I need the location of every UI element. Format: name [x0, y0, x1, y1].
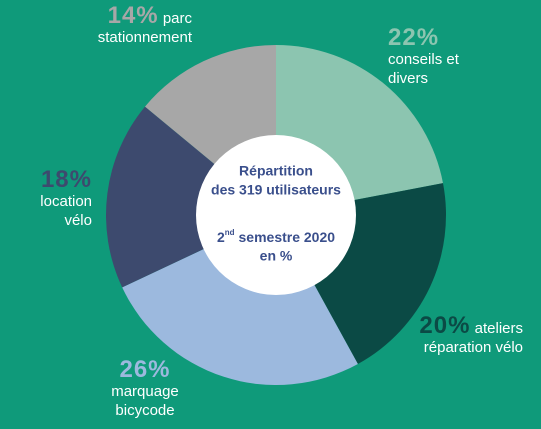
category-label: conseils et divers [388, 51, 459, 87]
value-label: 18% [40, 166, 92, 193]
value-label: 22% [388, 24, 440, 51]
segment-label: 18% location vélo [20, 168, 92, 230]
category-label: ateliers réparation vélo [423, 320, 523, 356]
center-text: en % [260, 248, 293, 264]
category-label: parc stationnement [97, 10, 192, 46]
center-text: Répartition [239, 163, 313, 179]
value-label: 26% [119, 356, 171, 383]
donut-segment [106, 106, 276, 288]
ordinal-suffix: nd [225, 228, 235, 237]
category-label: location vélo [40, 193, 92, 229]
value-label: 20% [419, 312, 471, 339]
segment-label: 22% conseils et divers [388, 26, 496, 88]
center-text: 2nd semestre 2020 [217, 228, 335, 245]
value-label: 14% [107, 2, 159, 29]
period: semestre 2020 [239, 229, 336, 245]
category-label: marquage bicycode [111, 383, 179, 419]
segment-label: 20% ateliers réparation vélo [395, 314, 523, 357]
ordinal: 2 [217, 229, 225, 245]
segment-label: 26% marquage bicycode [100, 358, 190, 420]
center-text: des 319 utilisateurs [211, 182, 341, 198]
donut-hole [196, 135, 356, 295]
segment-label: 14% parc stationnement [80, 4, 192, 47]
